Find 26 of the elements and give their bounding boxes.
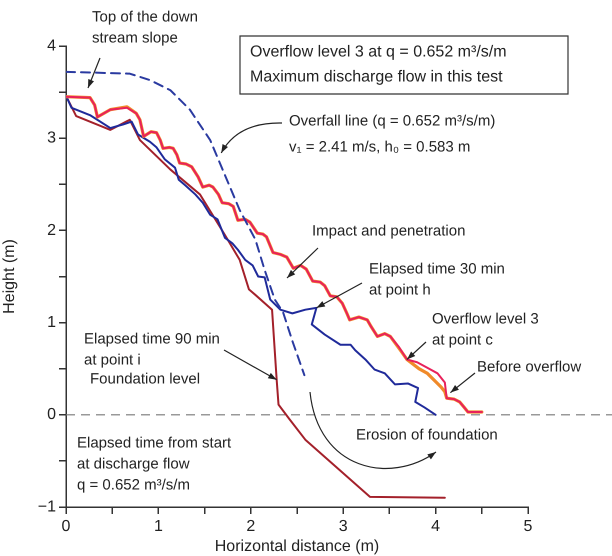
- y-tick-label: 0: [47, 406, 56, 424]
- x-tick-label: 5: [524, 518, 533, 536]
- x-tick-label: 4: [431, 518, 440, 536]
- annotation: Impact and penetration: [312, 222, 466, 240]
- annotation: Overfall line (q = 0.652 m³/s/m): [289, 112, 496, 130]
- y-tick-label: 3: [47, 130, 56, 147]
- annotation: Elapsed time from start at discharge flow q = 0.652 m³/s/m: [77, 434, 232, 494]
- annotation: Overflow level 3 at q = 0.652 m³/s/m Maximum discharge flow in this test: [250, 43, 507, 86]
- annotation: Elapsed time 30 min at point h: [369, 260, 505, 299]
- x-tick-label: 1: [154, 518, 163, 536]
- x-tick-label: 2: [246, 518, 256, 536]
- x-axis-title: Horizontal distance (m): [214, 538, 380, 555]
- y-tick-label: 2: [47, 222, 56, 239]
- annotation: Erosion of foundation: [356, 426, 498, 444]
- annotation: v₁ = 2.41 m/s, h₀ = 0.583 m: [289, 138, 470, 156]
- y-axis-title: Height (m): [1, 239, 18, 314]
- y-tick-label: 4: [47, 37, 56, 54]
- y-tick-label: −1: [38, 498, 56, 516]
- annotation: Elapsed time 90 min at point i: [84, 330, 220, 369]
- annotation: Before overflow: [477, 358, 582, 376]
- annotation: Overflow level 3 at point c: [432, 310, 539, 349]
- y-tick-label: 1: [47, 314, 56, 332]
- x-tick-label: 3: [338, 518, 348, 536]
- annotation: Top of the down stream slope: [92, 8, 198, 47]
- x-tick-label: 0: [62, 518, 71, 536]
- ref-line-label: Foundation level: [90, 370, 200, 388]
